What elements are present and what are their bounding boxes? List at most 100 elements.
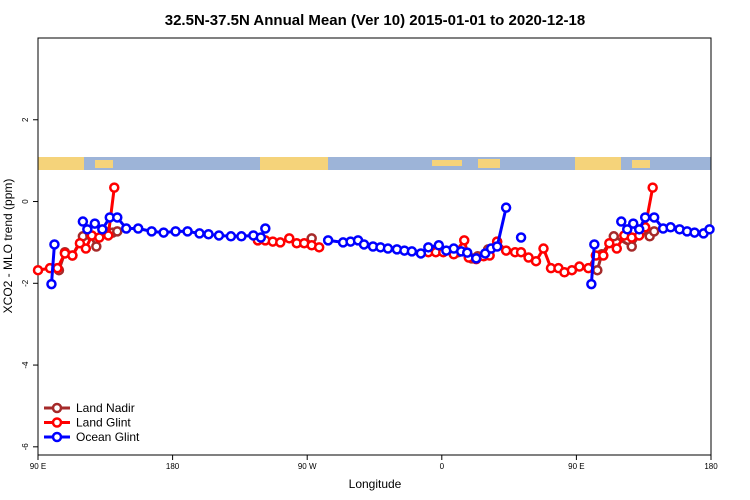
legend-marker (51, 402, 63, 414)
data-point (112, 212, 123, 223)
land-strip (575, 157, 621, 170)
data-point (589, 239, 600, 250)
data-point (665, 222, 676, 233)
x-tick-label: 180 (704, 462, 718, 471)
data-point (626, 241, 637, 252)
data-point (358, 239, 370, 250)
data-point (52, 262, 63, 274)
data-point (648, 212, 660, 223)
legend-label: Land Glint (76, 416, 131, 430)
ocean-strip (38, 157, 711, 170)
data-point (158, 227, 169, 238)
data-point (313, 242, 325, 253)
data-point (470, 253, 482, 264)
data-point (647, 182, 658, 193)
data-point (500, 245, 512, 256)
data-point (491, 241, 503, 252)
data-point (80, 243, 92, 254)
data-point (423, 242, 434, 253)
legend-marker (51, 431, 63, 443)
data-point (255, 232, 267, 243)
data-point (284, 233, 295, 244)
data-point (91, 241, 102, 252)
data-point (616, 216, 627, 227)
land-strip (38, 157, 84, 170)
data-point (621, 224, 633, 235)
data-point (458, 235, 470, 246)
land-strip (260, 157, 328, 170)
data-point (538, 243, 549, 254)
land-strip (432, 160, 462, 166)
data-point (406, 246, 418, 257)
data-point (586, 278, 597, 290)
data-point (225, 231, 237, 242)
legend-marker (51, 417, 63, 428)
data-point (120, 223, 132, 234)
data-point (275, 237, 286, 248)
y-tick-label: -2 (21, 279, 30, 287)
data-point (574, 261, 585, 272)
data-point (77, 216, 89, 227)
data-point (46, 278, 57, 290)
map-strip (38, 157, 711, 170)
data-point (627, 218, 639, 229)
data-point (515, 232, 527, 243)
y-tick-label: -4 (21, 361, 30, 369)
data-point (322, 235, 334, 246)
data-point (32, 264, 44, 276)
data-point (433, 240, 445, 251)
data-point (689, 227, 700, 238)
x-tick-label: 90 E (30, 462, 46, 471)
legend-label: Ocean Glint (76, 430, 140, 444)
data-point (633, 224, 645, 235)
data-point (704, 224, 715, 235)
chart-title: 32.5N-37.5N Annual Mean (Ver 10) 2015-01… (165, 12, 585, 29)
data-point (530, 255, 542, 267)
data-point (604, 237, 615, 249)
data-point (182, 226, 193, 237)
data-point (89, 218, 101, 229)
data-point (515, 246, 527, 258)
x-axis-label: Longitude (349, 477, 402, 491)
data-point (103, 230, 114, 241)
land-strip (478, 159, 500, 168)
data-point (260, 223, 271, 234)
data-point (97, 224, 108, 235)
y-tick-label: 0 (21, 199, 30, 204)
data-point (112, 226, 123, 237)
data-point (49, 239, 60, 250)
x-tick-label: 90 E (568, 462, 584, 471)
data-point (500, 202, 512, 213)
y-axis-label: XCO2 - MLO trend (ppm) (1, 179, 15, 314)
data-point (82, 224, 93, 235)
legend-label: Land Nadir (76, 401, 135, 415)
data-point (598, 250, 609, 261)
data-point (170, 226, 181, 237)
data-point (382, 243, 394, 254)
land-strip (632, 160, 650, 168)
data-point (461, 247, 473, 258)
data-point (94, 232, 105, 243)
data-point (109, 182, 120, 193)
x-tick-label: 180 (166, 462, 180, 471)
y-tick-label: -6 (21, 443, 30, 451)
data-point (648, 226, 660, 237)
data-point (236, 231, 247, 242)
x-tick-label: 90 W (298, 462, 317, 471)
data-point (639, 212, 651, 223)
data-point (608, 231, 620, 242)
land-strip (95, 160, 113, 168)
data-point (592, 264, 603, 276)
x-tick-label: 0 (440, 462, 445, 471)
data-point (213, 230, 225, 241)
data-point (67, 250, 78, 261)
y-tick-label: 2 (21, 117, 30, 122)
plot-frame (37, 37, 712, 456)
data-point (611, 243, 623, 254)
data-point (194, 228, 205, 239)
data-point (203, 228, 214, 240)
data-point (415, 248, 427, 259)
data-point (132, 223, 144, 234)
